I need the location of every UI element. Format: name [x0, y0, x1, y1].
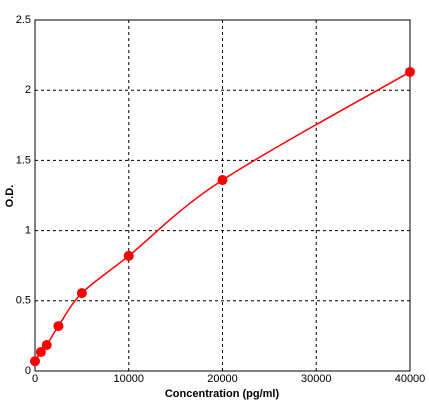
y-tick-label: 0.5 — [16, 295, 31, 307]
y-tick-label: 0 — [25, 365, 31, 377]
data-point — [123, 250, 134, 261]
fit-curve — [34, 71, 411, 362]
plot-frame — [34, 19, 411, 372]
x-axis-label: Concentration (pg/ml) — [165, 388, 280, 400]
x-tick-label: 30000 — [301, 373, 332, 385]
y-tick-label: 2.5 — [16, 14, 31, 26]
y-tick-label: 2 — [25, 84, 31, 96]
y-axis-label: O.D. — [4, 185, 16, 208]
x-tick-label: 0 — [32, 373, 38, 385]
x-tick-label: 10000 — [113, 373, 144, 385]
data-point — [405, 66, 415, 77]
data-point — [30, 356, 40, 367]
x-tick-label: 20000 — [207, 373, 238, 385]
x-tick-label: 40000 — [395, 373, 426, 385]
data-point — [53, 321, 64, 332]
data-point — [41, 340, 52, 351]
y-tick-label: 1.5 — [16, 154, 31, 166]
data-point — [217, 175, 228, 186]
data-point — [35, 347, 46, 358]
data-point — [76, 288, 87, 299]
y-tick-label: 1 — [25, 225, 31, 237]
